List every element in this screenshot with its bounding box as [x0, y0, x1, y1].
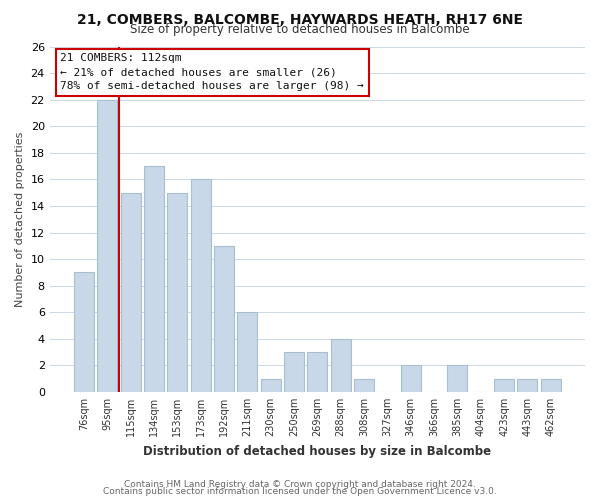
Bar: [284, 352, 304, 392]
Text: Contains HM Land Registry data © Crown copyright and database right 2024.: Contains HM Land Registry data © Crown c…: [124, 480, 476, 489]
Text: 21 COMBERS: 112sqm
← 21% of detached houses are smaller (26)
78% of semi-detache: 21 COMBERS: 112sqm ← 21% of detached hou…: [61, 54, 364, 92]
Bar: [214, 246, 234, 392]
Bar: [238, 312, 257, 392]
Bar: [191, 180, 211, 392]
Bar: [354, 378, 374, 392]
Y-axis label: Number of detached properties: Number of detached properties: [15, 132, 25, 307]
Bar: [121, 192, 140, 392]
Text: Size of property relative to detached houses in Balcombe: Size of property relative to detached ho…: [130, 22, 470, 36]
Bar: [261, 378, 281, 392]
Bar: [494, 378, 514, 392]
Bar: [144, 166, 164, 392]
Bar: [167, 192, 187, 392]
Text: 21, COMBERS, BALCOMBE, HAYWARDS HEATH, RH17 6NE: 21, COMBERS, BALCOMBE, HAYWARDS HEATH, R…: [77, 12, 523, 26]
Bar: [331, 339, 350, 392]
Bar: [97, 100, 117, 392]
X-axis label: Distribution of detached houses by size in Balcombe: Distribution of detached houses by size …: [143, 444, 491, 458]
Bar: [74, 272, 94, 392]
Bar: [448, 366, 467, 392]
Bar: [517, 378, 538, 392]
Bar: [401, 366, 421, 392]
Bar: [541, 378, 560, 392]
Text: Contains public sector information licensed under the Open Government Licence v3: Contains public sector information licen…: [103, 487, 497, 496]
Bar: [307, 352, 327, 392]
